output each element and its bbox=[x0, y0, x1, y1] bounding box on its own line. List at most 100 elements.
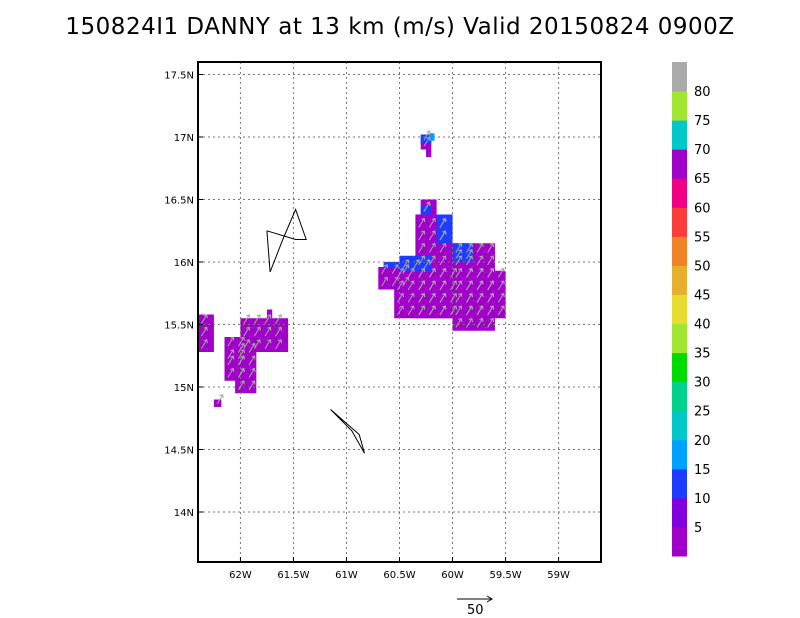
wind-vector-81 bbox=[439, 268, 446, 278]
wind-vector-65 bbox=[418, 268, 425, 278]
colorbar-segment-8 bbox=[672, 294, 687, 325]
wind-vector-63 bbox=[418, 293, 425, 303]
wind-cell-5 bbox=[266, 309, 273, 319]
wind-vector-2 bbox=[200, 314, 208, 325]
wind-vector-32 bbox=[381, 276, 388, 287]
colorbar-label-10: 55 bbox=[694, 230, 711, 245]
wind-vector-15 bbox=[253, 326, 261, 337]
x-tick-label-5: 59.5W bbox=[489, 570, 521, 581]
wind-vector-89 bbox=[455, 293, 462, 303]
wind-vector-39 bbox=[397, 293, 404, 303]
y-tick-label-2: 15N bbox=[174, 383, 194, 394]
wind-vector-124 bbox=[487, 293, 494, 303]
wind-vector-13 bbox=[243, 314, 250, 325]
wind-vector-66 bbox=[418, 255, 425, 266]
coastline-0 bbox=[266, 208, 307, 273]
wind-vector-101 bbox=[476, 318, 483, 328]
wind-vector-62 bbox=[418, 305, 425, 316]
wind-cell-15 bbox=[436, 214, 453, 244]
wind-vector-93 bbox=[455, 243, 462, 253]
wind-cell-14 bbox=[383, 262, 405, 269]
colorbar-segment-9 bbox=[672, 265, 687, 295]
wind-vector-7 bbox=[227, 368, 234, 378]
wind-vector-68 bbox=[418, 230, 425, 241]
wind-vector-26 bbox=[237, 343, 245, 353]
wind-vector-29 bbox=[248, 355, 255, 366]
colorbar-segment-7 bbox=[672, 323, 687, 354]
colorbar-segment-2 bbox=[672, 468, 687, 499]
coastlines bbox=[266, 208, 365, 454]
wind-vector-108 bbox=[487, 318, 494, 328]
colorbar-label-13: 70 bbox=[694, 143, 711, 158]
wind-vector-100 bbox=[466, 243, 473, 253]
colorbar-label-15: 80 bbox=[694, 85, 711, 100]
wind-vector-136 bbox=[455, 249, 462, 260]
wind-vector-116 bbox=[466, 293, 473, 303]
colorbar-segment-13 bbox=[672, 149, 687, 179]
wind-vector-80 bbox=[439, 280, 446, 291]
wind-vector-1 bbox=[200, 326, 208, 337]
colorbar-label-3: 20 bbox=[694, 434, 711, 449]
x-tick-label-3: 60.5W bbox=[383, 570, 415, 581]
wind-vector-8 bbox=[227, 355, 234, 366]
colorbar-segment-15 bbox=[672, 91, 687, 121]
wind-cell-20 bbox=[420, 134, 432, 144]
x-tick-label-6: 59W bbox=[547, 570, 570, 581]
wind-vector-90 bbox=[455, 280, 462, 291]
wind-vector-19 bbox=[264, 314, 271, 325]
wind-vector-28 bbox=[248, 368, 255, 378]
wind-vector-129 bbox=[497, 280, 505, 291]
wind-vector-139 bbox=[423, 136, 430, 147]
colorbar-segment-6 bbox=[672, 352, 687, 383]
wind-vector-135 bbox=[439, 218, 446, 228]
colorbar-segment-0 bbox=[672, 526, 687, 557]
colorbar-label-11: 60 bbox=[694, 201, 711, 216]
y-tick-label-6: 17N bbox=[174, 133, 194, 144]
colorbar-segment-4 bbox=[672, 410, 687, 441]
wind-vector-127 bbox=[497, 305, 505, 316]
wind-vector-27 bbox=[248, 380, 255, 391]
wind-vector-126 bbox=[487, 268, 494, 278]
wind-vector-133 bbox=[423, 259, 430, 270]
y-tick-label-1: 14.5N bbox=[164, 446, 194, 457]
wind-vector-64 bbox=[418, 280, 425, 291]
wind-vector-71 bbox=[428, 293, 436, 303]
y-tick-label-7: 17.5N bbox=[164, 71, 194, 82]
reference-vector-label: 50 bbox=[467, 603, 484, 618]
wind-vector-43 bbox=[407, 293, 415, 303]
wind-vector-0 bbox=[200, 339, 208, 350]
wind-vector-131 bbox=[402, 259, 409, 270]
wind-vector-72 bbox=[428, 280, 436, 291]
wind-vector-70 bbox=[428, 305, 436, 316]
wind-vector-16 bbox=[253, 314, 261, 325]
wind-vector-11 bbox=[243, 339, 250, 350]
y-tick-label-0: 14N bbox=[174, 508, 194, 519]
wind-vector-40 bbox=[397, 280, 404, 291]
colorbar-segment-12 bbox=[672, 178, 687, 208]
chart-title: 150824I1 DANNY at 13 km (m/s) Valid 2015… bbox=[65, 14, 735, 40]
wind-vector-132 bbox=[412, 259, 420, 270]
wind-vector-140 bbox=[423, 130, 430, 141]
colorbar-label-5: 30 bbox=[694, 376, 711, 391]
wind-vector-21 bbox=[275, 326, 282, 337]
wind-vector-125 bbox=[487, 280, 494, 291]
wind-vector-20 bbox=[275, 339, 282, 350]
wind-speed-cells bbox=[198, 133, 506, 407]
wind-vector-79 bbox=[439, 293, 446, 303]
wind-vector-113 bbox=[487, 255, 494, 266]
wind-vector-82 bbox=[439, 255, 446, 266]
wind-vector-14 bbox=[253, 339, 261, 350]
colorbar-segment-10 bbox=[672, 236, 687, 266]
wind-vector-42 bbox=[407, 305, 415, 316]
x-axis-ticks: 62W 61.5W 61W 60.5W 60W 59.5W 59W bbox=[229, 557, 570, 581]
wind-vector-60 bbox=[450, 280, 457, 291]
colorbar-label-1: 10 bbox=[694, 492, 711, 507]
wind-vector-76 bbox=[428, 230, 436, 241]
wind-vector-67 bbox=[418, 243, 425, 253]
wind-vector-23 bbox=[237, 380, 245, 391]
wind-vector-91 bbox=[455, 268, 462, 278]
wind-vector-137 bbox=[466, 249, 473, 260]
colorbar-label-14: 75 bbox=[694, 114, 711, 129]
colorbar-label-8: 45 bbox=[694, 288, 711, 303]
